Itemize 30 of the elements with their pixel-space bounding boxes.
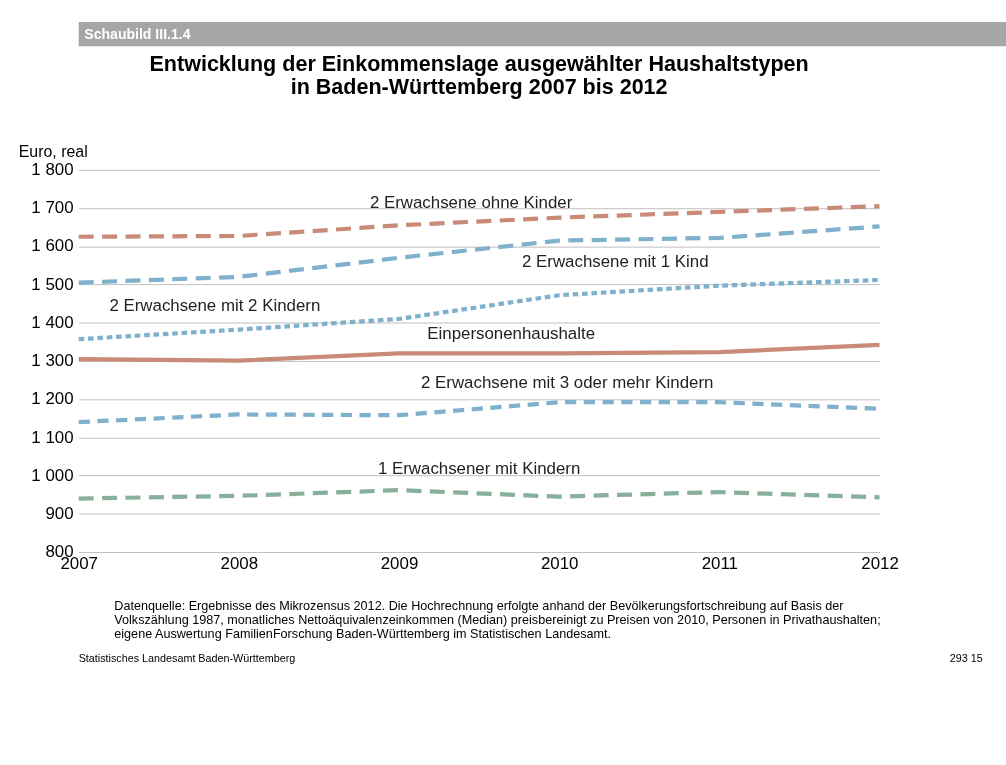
- y-tick-label: 1 400: [31, 312, 74, 332]
- y-tick-label: 1 200: [31, 389, 74, 409]
- x-tick-label: 2009: [380, 554, 419, 574]
- y-tick-label: 1 800: [31, 160, 74, 180]
- x-tick-label: 2010: [540, 554, 579, 574]
- chart-title: Entwicklung der Einkommenslage ausgewählter Haushaltstypen in Baden-Württemberg 2007 bis 2012: [149, 51, 809, 99]
- line-series: [76, 224, 882, 285]
- y-tick-label: 1 700: [31, 198, 74, 218]
- line-series: [76, 488, 882, 501]
- x-tick-label: 2012: [861, 554, 899, 574]
- line-series: [76, 342, 882, 363]
- y-tick-label: 1 000: [31, 465, 74, 485]
- y-tick-label: 1 500: [31, 274, 74, 294]
- series-label: Einpersonenhaushalte: [427, 324, 596, 344]
- text: Statistisches Landesamt Baden-Württemberg: [78, 651, 296, 664]
- series-label: 2 Erwachsene ohne Kinder: [369, 192, 573, 212]
- y-axis-title: Euro, real: [18, 142, 88, 160]
- y-tick-label: 900: [45, 503, 74, 523]
- series-label: 2 Erwachsene mit 3 oder mehr Kindern: [421, 373, 714, 393]
- text: Schaubild III.1.4: [84, 25, 191, 42]
- y-tick-label: 1 600: [31, 236, 74, 256]
- series-label: 1 Erwachsener mit Kindern: [377, 458, 581, 478]
- x-tick-label: 2008: [220, 554, 259, 574]
- text: 293 15: [949, 651, 983, 664]
- series-label: 2 Erwachsene mit 2 Kindern: [109, 296, 321, 316]
- y-tick-label: 1 300: [31, 351, 74, 371]
- text: Datenquelle: Ergebnisse des Mikrozensus 2012. Die Hochrechnung erfolgte anhand der Bevölkerungsfortschreibung auf Basis der Volkszählung 1987, monatliches Nettoäquivalenzeinkommen (Median) preisbereinigt zu Preisen von 2010, Personen in Privathaushalten; eigene Auswertung FamilienForschung Baden-Württemberg im Statistischen Landesamt.: [114, 599, 881, 642]
- y-tick-label: 1 100: [31, 427, 74, 447]
- x-tick-label: 2011: [701, 554, 738, 574]
- series-label: 2 Erwachsene mit 1 Kind: [522, 251, 709, 271]
